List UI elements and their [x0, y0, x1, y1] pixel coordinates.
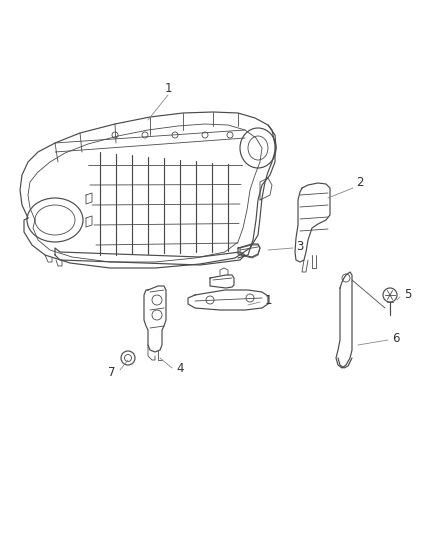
Text: 7: 7: [108, 366, 116, 378]
Text: 6: 6: [392, 332, 400, 344]
Text: 1: 1: [164, 82, 172, 94]
Text: 3: 3: [297, 239, 304, 253]
Text: 4: 4: [176, 361, 184, 375]
Text: 2: 2: [356, 175, 364, 189]
Text: 1: 1: [264, 294, 272, 306]
Text: 5: 5: [404, 288, 412, 302]
